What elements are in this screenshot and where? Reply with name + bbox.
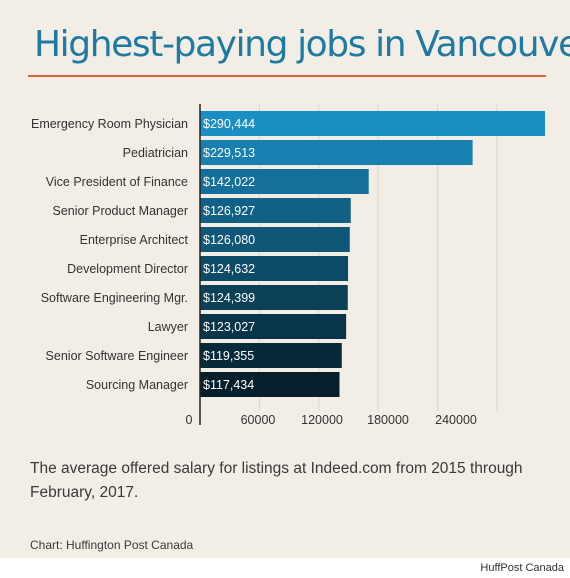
category-label: Software Engineering Mgr.: [41, 291, 188, 305]
bars: [200, 111, 545, 397]
value-labels: $290,444 $229,513 $142,022 $126,927 $126,080…: [203, 117, 255, 392]
bar: [200, 198, 351, 223]
category-label: Vice President of Finance: [46, 175, 188, 189]
category-label: Enterprise Architect: [80, 233, 189, 247]
bar: [200, 169, 369, 194]
value-label: $126,080: [203, 233, 255, 247]
x-tick-label: 120000: [301, 413, 343, 427]
value-label: $119,355: [203, 349, 254, 363]
bar: [200, 343, 342, 368]
chart-title: Highest-paying jobs in Vancouver: [34, 24, 570, 65]
category-labels: Emergency Room Physician Pediatrician Vice…: [31, 117, 189, 392]
value-label: $124,399: [203, 291, 255, 305]
x-axis-ticks: 0 60000 120000 180000 240000: [186, 413, 477, 427]
x-tick-label: 240000: [435, 413, 477, 427]
bar: [200, 285, 348, 310]
bar-chart: Emergency Room Physician Pediatrician Vice…: [31, 104, 545, 427]
bar: [200, 111, 545, 136]
bar: [200, 256, 349, 281]
category-label: Lawyer: [148, 320, 188, 334]
bar: [200, 227, 350, 252]
category-label: Sourcing Manager: [86, 378, 188, 392]
value-label: $290,444: [203, 117, 255, 131]
category-label: Senior Product Manager: [53, 204, 189, 218]
bar: [200, 314, 347, 339]
chart-card: Highest-paying jobs in Vancouver Emergen…: [0, 0, 570, 558]
x-tick-label: 0: [186, 413, 193, 427]
photo-credit: HuffPost Canada: [480, 562, 564, 574]
value-label: $126,927: [203, 204, 255, 218]
value-label: $124,632: [203, 262, 255, 276]
category-label: Pediatrician: [123, 146, 188, 160]
value-label: $123,027: [203, 320, 255, 334]
value-label: $229,513: [203, 146, 255, 160]
category-label: Emergency Room Physician: [31, 117, 188, 131]
title-underline: [28, 75, 546, 77]
category-label: Development Director: [67, 262, 188, 276]
bar: [200, 140, 473, 165]
x-tick-label: 180000: [367, 413, 409, 427]
category-label: Senior Software Engineer: [46, 349, 188, 363]
value-label: $142,022: [203, 175, 255, 189]
chart-caption: The average offered salary for listings …: [30, 460, 523, 501]
value-label: $117,434: [203, 378, 254, 392]
chart-source: Chart: Huffington Post Canada: [30, 538, 194, 552]
x-tick-label: 60000: [241, 413, 276, 427]
bar: [200, 372, 340, 397]
